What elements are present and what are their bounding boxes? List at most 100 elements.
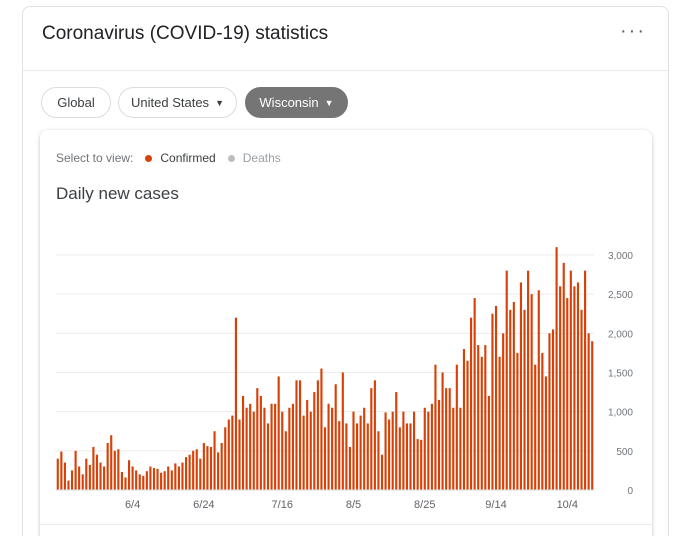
filter-global-chip[interactable]: Global (41, 87, 111, 118)
bar[interactable] (231, 415, 234, 490)
bar[interactable] (359, 415, 362, 490)
bar[interactable] (306, 399, 309, 490)
bar[interactable] (420, 439, 423, 490)
bar[interactable] (145, 471, 148, 490)
bar[interactable] (366, 423, 369, 490)
bar[interactable] (544, 376, 547, 490)
bar[interactable] (266, 423, 270, 490)
bar[interactable] (555, 247, 558, 490)
bar[interactable] (110, 435, 113, 490)
bar[interactable] (60, 451, 63, 490)
bar[interactable] (323, 427, 327, 490)
bar[interactable] (192, 450, 195, 490)
bar[interactable] (345, 423, 348, 490)
bar[interactable] (473, 298, 476, 490)
bar[interactable] (416, 439, 419, 490)
bar[interactable] (135, 470, 138, 490)
bar[interactable] (220, 443, 223, 490)
bar[interactable] (548, 333, 551, 490)
bar[interactable] (174, 463, 177, 490)
bar[interactable] (295, 380, 298, 490)
bar[interactable] (352, 411, 355, 490)
bar[interactable] (455, 364, 458, 490)
bar[interactable] (88, 464, 91, 490)
bar[interactable] (459, 407, 462, 490)
bar[interactable] (288, 407, 291, 490)
bar[interactable] (217, 452, 220, 490)
bar[interactable] (142, 475, 145, 490)
bar[interactable] (213, 431, 216, 490)
bar[interactable] (505, 270, 508, 490)
bar[interactable] (63, 462, 66, 490)
bar[interactable] (413, 411, 416, 490)
bar[interactable] (298, 380, 302, 490)
filter-us-chip[interactable]: United States ▼ (118, 87, 237, 118)
bar[interactable] (188, 454, 191, 490)
bar[interactable] (445, 388, 448, 490)
bar[interactable] (566, 298, 569, 490)
bar[interactable] (448, 388, 451, 490)
bar[interactable] (170, 470, 173, 490)
bar[interactable] (402, 411, 405, 490)
bar[interactable] (409, 423, 412, 490)
bar[interactable] (562, 262, 565, 490)
bar[interactable] (498, 356, 501, 490)
bar[interactable] (370, 388, 373, 490)
bar[interactable] (81, 474, 84, 490)
legend-deaths[interactable]: Deaths (227, 151, 281, 165)
bar[interactable] (356, 423, 359, 490)
bar[interactable] (388, 419, 391, 491)
bar[interactable] (434, 364, 437, 490)
bar[interactable] (437, 399, 441, 490)
bar[interactable] (395, 392, 398, 490)
bar[interactable] (252, 411, 255, 490)
bar[interactable] (477, 345, 480, 490)
bar[interactable] (494, 305, 498, 490)
bar[interactable] (284, 431, 287, 490)
bar[interactable] (131, 466, 134, 491)
bar[interactable] (92, 446, 95, 490)
bar[interactable] (384, 412, 387, 490)
bar[interactable] (338, 421, 341, 490)
bar[interactable] (363, 407, 366, 490)
bar[interactable] (487, 396, 490, 490)
bar[interactable] (316, 380, 319, 490)
bar[interactable] (430, 403, 433, 490)
bar[interactable] (195, 449, 198, 490)
bar[interactable] (163, 471, 166, 490)
bar[interactable] (160, 472, 163, 490)
bar[interactable] (199, 458, 202, 490)
bar[interactable] (441, 372, 444, 491)
bar[interactable] (120, 471, 123, 490)
bar[interactable] (127, 460, 131, 490)
bar[interactable] (313, 392, 316, 490)
more-options-icon[interactable]: ··· (620, 20, 646, 42)
bar[interactable] (302, 415, 305, 490)
bar[interactable] (327, 403, 330, 490)
bar[interactable] (202, 443, 205, 490)
bar[interactable] (78, 466, 81, 491)
legend-confirmed[interactable]: Confirmed (145, 151, 216, 165)
bar[interactable] (124, 477, 127, 490)
bar[interactable] (470, 317, 473, 490)
bar[interactable] (177, 466, 180, 491)
bar[interactable] (423, 407, 426, 490)
bar[interactable] (152, 468, 156, 490)
bar[interactable] (206, 446, 209, 490)
bar[interactable] (117, 449, 120, 490)
bar[interactable] (559, 286, 562, 490)
bar[interactable] (534, 364, 537, 490)
bar[interactable] (519, 282, 523, 490)
bar[interactable] (480, 356, 483, 490)
bar[interactable] (405, 423, 409, 490)
bar[interactable] (113, 450, 116, 490)
bar[interactable] (274, 403, 277, 490)
bar[interactable] (462, 349, 466, 490)
bar[interactable] (527, 270, 530, 490)
bar[interactable] (380, 454, 384, 490)
bar[interactable] (99, 462, 102, 490)
bar[interactable] (591, 341, 594, 490)
bar[interactable] (56, 458, 59, 490)
bar[interactable] (341, 372, 344, 491)
bar[interactable] (334, 384, 337, 490)
